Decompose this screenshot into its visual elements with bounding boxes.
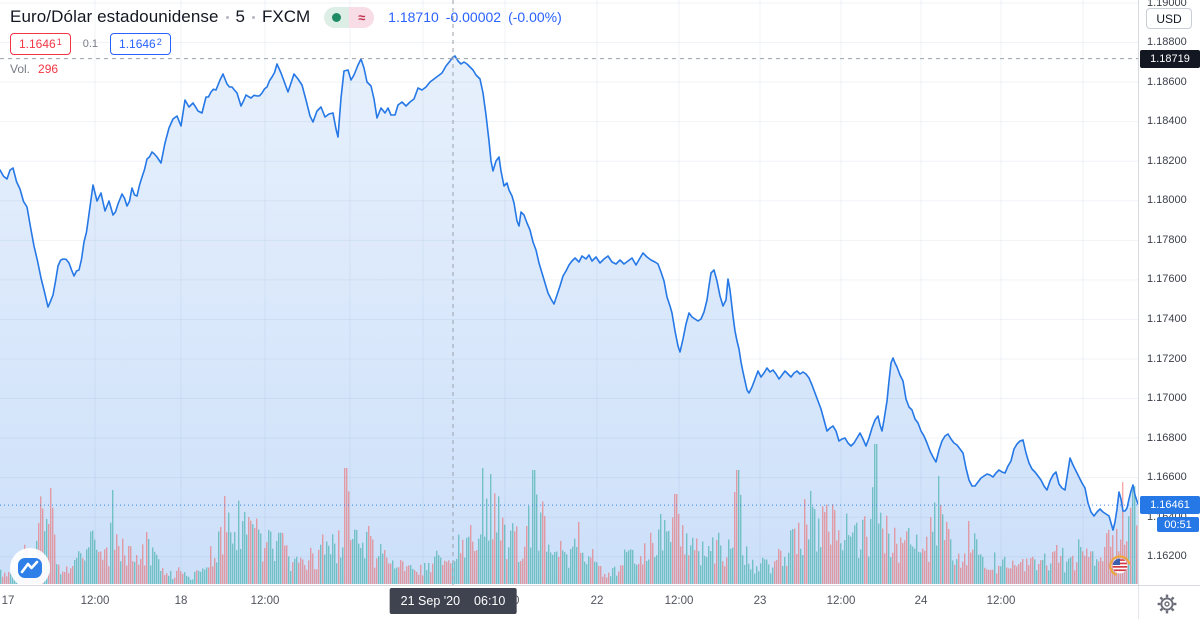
axis-settings-gear-icon[interactable]: [1156, 593, 1178, 615]
time-axis[interactable]: 1712:001812:002112:002212:002312:002412:…: [0, 585, 1200, 619]
last-price: 1.18710: [388, 9, 439, 25]
axis-corner-separator: [1138, 586, 1139, 619]
currency-unit-button[interactable]: USD: [1146, 8, 1192, 29]
chart-legend: Euro/Dólar estadounidense 5 FXCM ≈ 1.187…: [10, 5, 562, 29]
trade-panel: 1.1646 1 0.1 1.1646 2: [10, 33, 171, 55]
time-tick-label: 23: [753, 595, 767, 607]
time-tick-label: 17: [1, 595, 15, 607]
interval-label[interactable]: 5: [235, 7, 245, 26]
price-tick-label: 1.16600: [1147, 471, 1187, 484]
price-tick-label: 1.17000: [1147, 392, 1187, 405]
symbol-title[interactable]: Euro/Dólar estadounidense: [10, 7, 219, 26]
time-tick-label: 24: [914, 595, 928, 607]
time-tick-label: 18: [174, 595, 188, 607]
tooltip-time: 06:10: [474, 594, 506, 608]
price-tick-label: 1.16800: [1147, 431, 1187, 444]
price-tick-label: 1.18400: [1147, 115, 1187, 128]
price-tick-label: 1.19000: [1147, 0, 1187, 9]
time-tick-label: 12:00: [664, 595, 694, 607]
time-tick-label: 12:00: [80, 595, 110, 607]
delayed-data-icon: ≈: [349, 6, 375, 28]
volume-label: Vol.: [10, 62, 31, 76]
price-tick-label: 1.18200: [1147, 154, 1187, 167]
price-tick-label: 1.18800: [1147, 36, 1187, 49]
time-tick-label: 12:00: [986, 595, 1016, 607]
crosshair-price-badge: 1.18719: [1140, 49, 1200, 68]
time-tick-label: 12:00: [826, 595, 856, 607]
tooltip-date: 21 Sep '20: [400, 594, 461, 608]
price-tick-label: 1.18600: [1147, 75, 1187, 88]
price-tick-label: 1.16200: [1147, 550, 1187, 563]
time-tick-label: 22: [590, 595, 604, 607]
tradingview-logo-icon: [18, 558, 42, 578]
sell-button[interactable]: 1.1646 1: [10, 33, 71, 55]
price-tick-label: 1.18000: [1147, 194, 1187, 207]
price-axis[interactable]: USD 1.19000 1.18800 1.18600 1.18400 1.18200 1…: [1138, 0, 1200, 585]
price-tick-label: 1.17200: [1147, 352, 1187, 365]
price-chart[interactable]: [0, 0, 1138, 585]
spread-value: 0.1: [82, 38, 99, 50]
economic-event-icon[interactable]: [1109, 555, 1131, 577]
market-status-pill[interactable]: ≈: [324, 6, 375, 28]
separator-dot: [225, 15, 229, 19]
price-tick-label: 1.17400: [1147, 312, 1187, 325]
price-tick-label: 1.17800: [1147, 233, 1187, 246]
crosshair-time-tooltip: 21 Sep '20 06:10: [389, 588, 517, 614]
last-price-badge: 1.16461: [1140, 496, 1200, 515]
price-tick-label: 1.17600: [1147, 273, 1187, 286]
time-tick-label: 12:00: [250, 595, 280, 607]
volume-indicator-legend[interactable]: Vol. 296: [10, 62, 58, 76]
price-change: -0.00002: [445, 9, 502, 25]
bar-countdown-badge: 00:51: [1157, 517, 1199, 533]
tradingview-logo: [10, 548, 50, 588]
price-change-pct: (-0.00%): [508, 9, 562, 25]
buy-button[interactable]: 1.1646 2: [110, 33, 171, 55]
separator-dot: [252, 15, 255, 19]
volume-value: 296: [38, 62, 59, 76]
exchange-label[interactable]: FXCM: [262, 7, 311, 26]
market-open-icon: [324, 6, 350, 28]
